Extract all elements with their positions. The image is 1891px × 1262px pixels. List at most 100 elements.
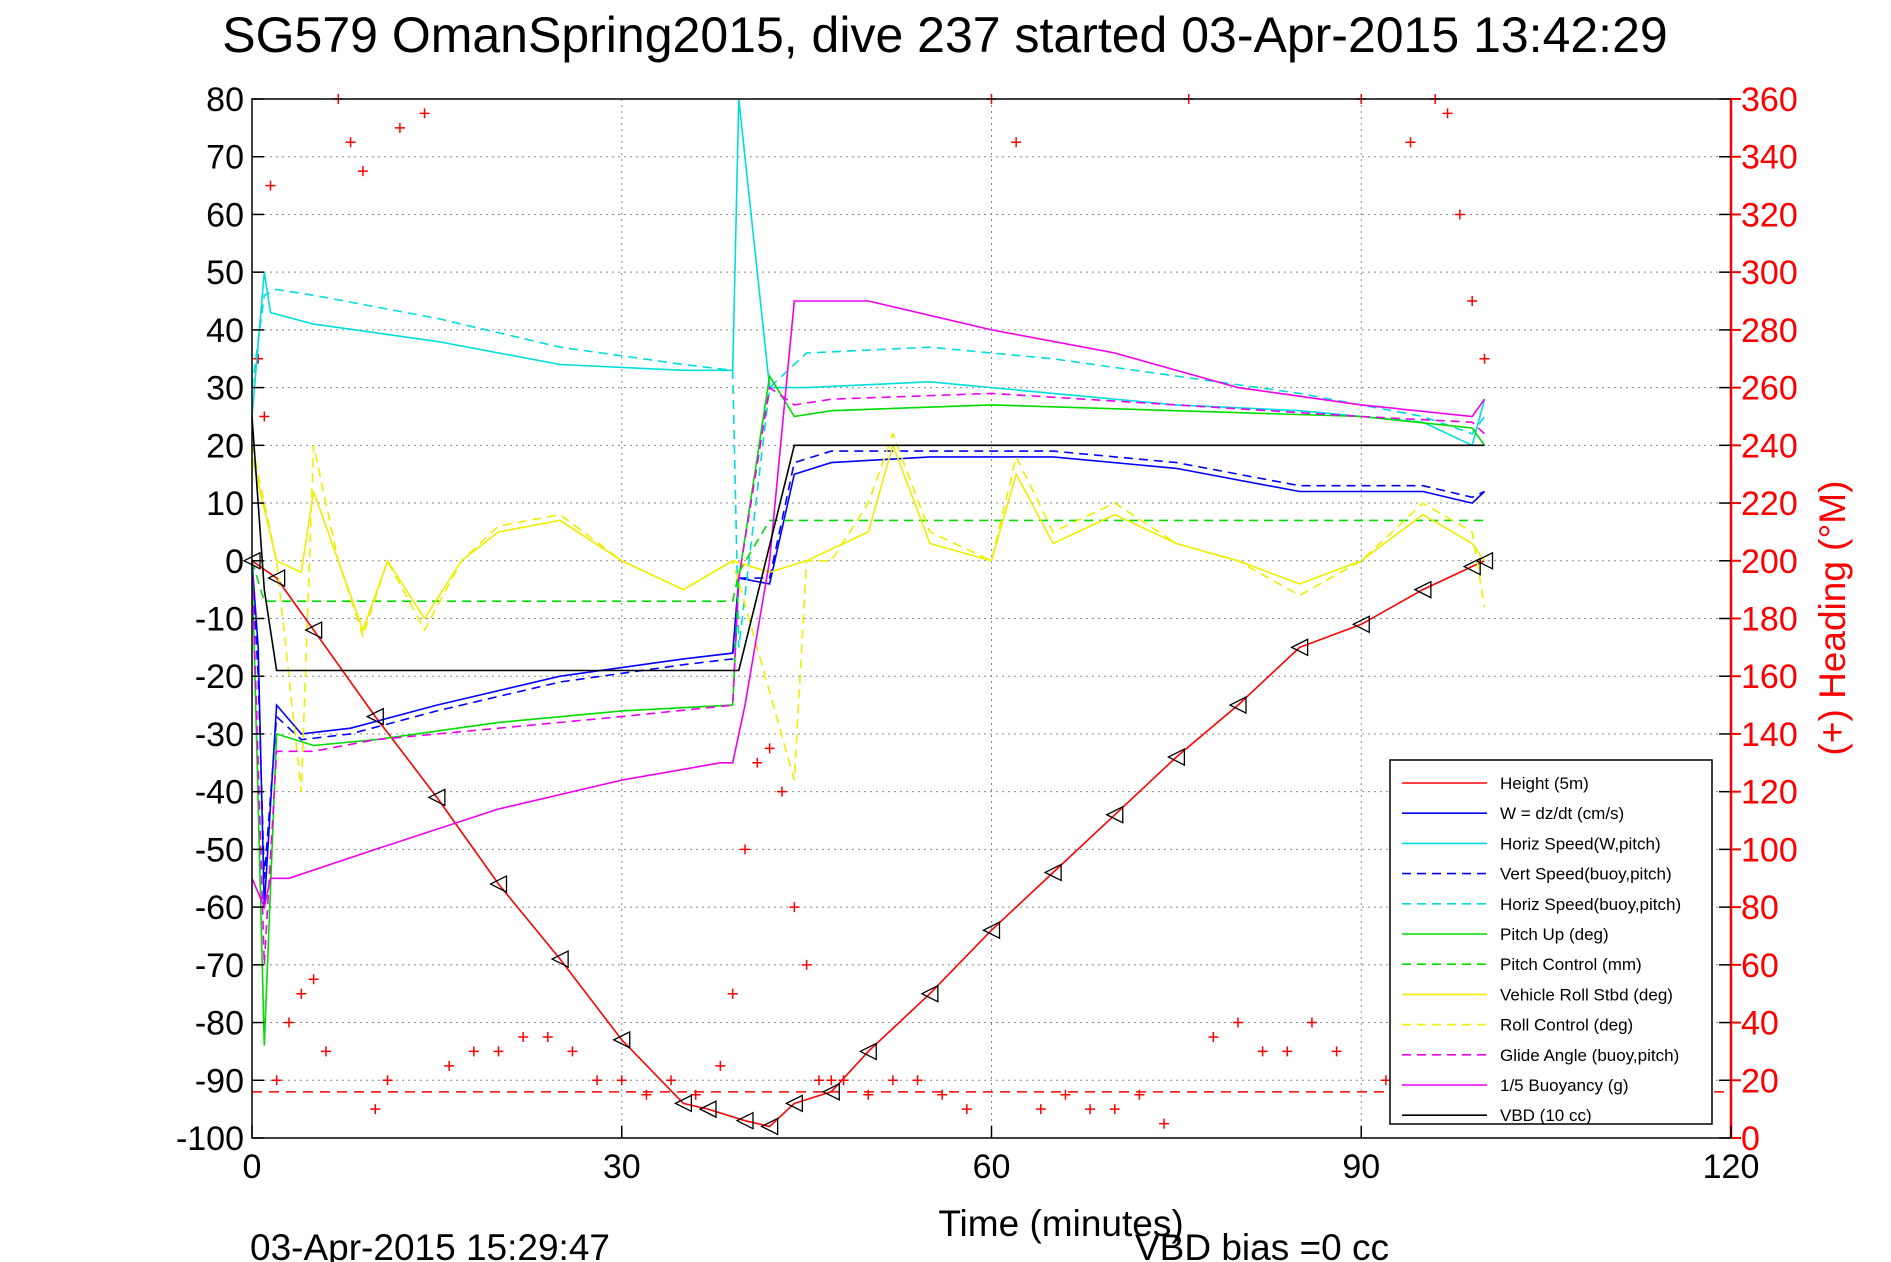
heading-point xyxy=(1035,1104,1046,1115)
heading-point xyxy=(1257,1046,1268,1057)
left-tick-label: -50 xyxy=(195,831,244,869)
height-marker xyxy=(304,620,323,640)
heading-point xyxy=(1467,296,1478,307)
left-tick-label: -60 xyxy=(195,889,244,927)
height-marker xyxy=(858,1042,877,1061)
heading-point xyxy=(789,902,800,913)
height-triangle-markers xyxy=(242,551,1494,1136)
left-tick-label: -80 xyxy=(195,1005,244,1043)
right-tick-label: 80 xyxy=(1741,889,1779,927)
series-line-vehicle-roll-stbd-deg xyxy=(251,442,1486,633)
legend-label-glide-angle-buoy-pitch: Glide Angle (buoy,pitch) xyxy=(1500,1046,1679,1065)
height-marker xyxy=(1166,747,1186,767)
legend-label-pitch-up-deg: Pitch Up (deg) xyxy=(1500,925,1609,944)
heading-point xyxy=(271,1075,282,1086)
series-line-height-5m xyxy=(251,560,1485,1128)
heading-point xyxy=(345,137,356,148)
heading-point xyxy=(259,411,270,422)
heading-point xyxy=(1011,137,1022,148)
height-marker xyxy=(1413,580,1432,599)
heading-point xyxy=(616,1075,627,1086)
heading-point xyxy=(394,122,405,133)
left-tick-label: 20 xyxy=(206,427,244,465)
right-tick-label: 320 xyxy=(1741,196,1798,234)
heading-point xyxy=(937,1089,948,1100)
x-tick-label: 90 xyxy=(1342,1148,1380,1186)
legend-label-1-5-buoyancy-g: 1/5 Buoyancy (g) xyxy=(1500,1076,1629,1095)
heading-markers xyxy=(253,94,1490,1129)
x-axis-ticks: 0 30 60 90 120 xyxy=(243,1126,1760,1186)
heading-point xyxy=(468,1046,479,1057)
height-marker xyxy=(673,1094,693,1113)
x-tick-label: 120 xyxy=(1703,1148,1760,1186)
series-lines xyxy=(251,98,1486,1128)
series-line-glide-angle-buoy-pitch xyxy=(251,386,1486,965)
heading-point xyxy=(283,1017,294,1028)
series-line-pitch-control-mm xyxy=(251,519,1485,603)
right-tick-label: 20 xyxy=(1741,1062,1779,1100)
right-axis-label: (+) Heading (°M) xyxy=(1812,481,1853,756)
legend-label-pitch-control-mm: Pitch Control (mm) xyxy=(1500,955,1642,974)
height-marker xyxy=(784,1094,803,1113)
heading-point xyxy=(253,353,264,364)
height-marker xyxy=(1043,863,1062,882)
heading-point xyxy=(444,1060,455,1071)
left-axis-ticks: 80 70 60 50 40 30 20 10 0 -10 -20 -30 -40 -50 -60 -70 -8… xyxy=(176,81,1731,1158)
heading-point xyxy=(1109,1104,1120,1115)
height-marker xyxy=(982,921,1001,940)
x-tick-label: 30 xyxy=(603,1148,641,1186)
right-tick-label: 60 xyxy=(1741,947,1779,985)
heading-point xyxy=(1282,1046,1293,1057)
right-tick-label: 180 xyxy=(1741,601,1798,639)
height-marker xyxy=(489,874,508,894)
heading-point xyxy=(1454,209,1465,220)
heading-point xyxy=(813,1075,824,1086)
legend-label-horiz-speed-w-pitch: Horiz Speed(W,pitch) xyxy=(1500,834,1661,853)
x-tick-label: 60 xyxy=(973,1148,1011,1186)
heading-point xyxy=(740,844,750,855)
legend-label-w-dz-dt-cm-s: W = dz/dt (cm/s) xyxy=(1500,804,1624,823)
heading-point xyxy=(493,1046,504,1057)
left-tick-label: 80 xyxy=(206,81,244,119)
height-marker xyxy=(550,950,569,969)
right-tick-label: 220 xyxy=(1741,485,1798,523)
series-line-roll-control-deg xyxy=(251,431,1486,792)
heading-point xyxy=(1331,1046,1342,1057)
heading-point xyxy=(370,1104,381,1115)
height-marker xyxy=(735,1111,754,1130)
height-marker xyxy=(821,1082,840,1101)
left-tick-label: 30 xyxy=(206,370,244,408)
heading-point xyxy=(1208,1031,1219,1042)
right-tick-label: 120 xyxy=(1741,774,1798,812)
x-axis-label: Time (minutes) xyxy=(938,1203,1183,1244)
series-line-vert-speed-buoy-pitch xyxy=(251,450,1485,879)
height-marker xyxy=(1105,805,1124,824)
height-marker xyxy=(1475,551,1494,570)
heading-point xyxy=(308,974,319,985)
series-line-1-5-buoyancy-g xyxy=(251,300,1486,910)
left-tick-label: -70 xyxy=(195,947,244,985)
right-tick-label: 340 xyxy=(1741,139,1798,177)
heading-point xyxy=(357,166,368,177)
heading-point xyxy=(1060,1089,1071,1100)
right-tick-label: 40 xyxy=(1741,1005,1779,1043)
height-marker xyxy=(698,1100,717,1119)
heading-point xyxy=(1085,1104,1096,1115)
right-tick-label: 100 xyxy=(1741,831,1798,869)
left-tick-label: 40 xyxy=(206,312,244,350)
heading-point xyxy=(518,1031,529,1042)
left-tick-label: 60 xyxy=(206,196,244,234)
right-tick-label: 360 xyxy=(1741,81,1798,119)
legend: Height (5m) W = dz/dt (cm/s) Horiz Speed(W… xyxy=(1389,759,1713,1125)
heading-point xyxy=(887,1075,898,1086)
left-tick-label: -90 xyxy=(195,1062,244,1100)
heading-point xyxy=(801,959,812,970)
right-axis-ticks: 3603403203002802602402202001801601401201… xyxy=(1731,81,1798,1158)
height-marker xyxy=(612,1030,631,1049)
series-line-vbd-10-cc xyxy=(251,416,1485,672)
left-tick-label: 50 xyxy=(206,254,244,292)
right-tick-label: 260 xyxy=(1741,370,1798,408)
left-tick-label: -40 xyxy=(195,774,244,812)
footer-vbd-bias: VBD bias =0 cc xyxy=(1135,1227,1389,1262)
